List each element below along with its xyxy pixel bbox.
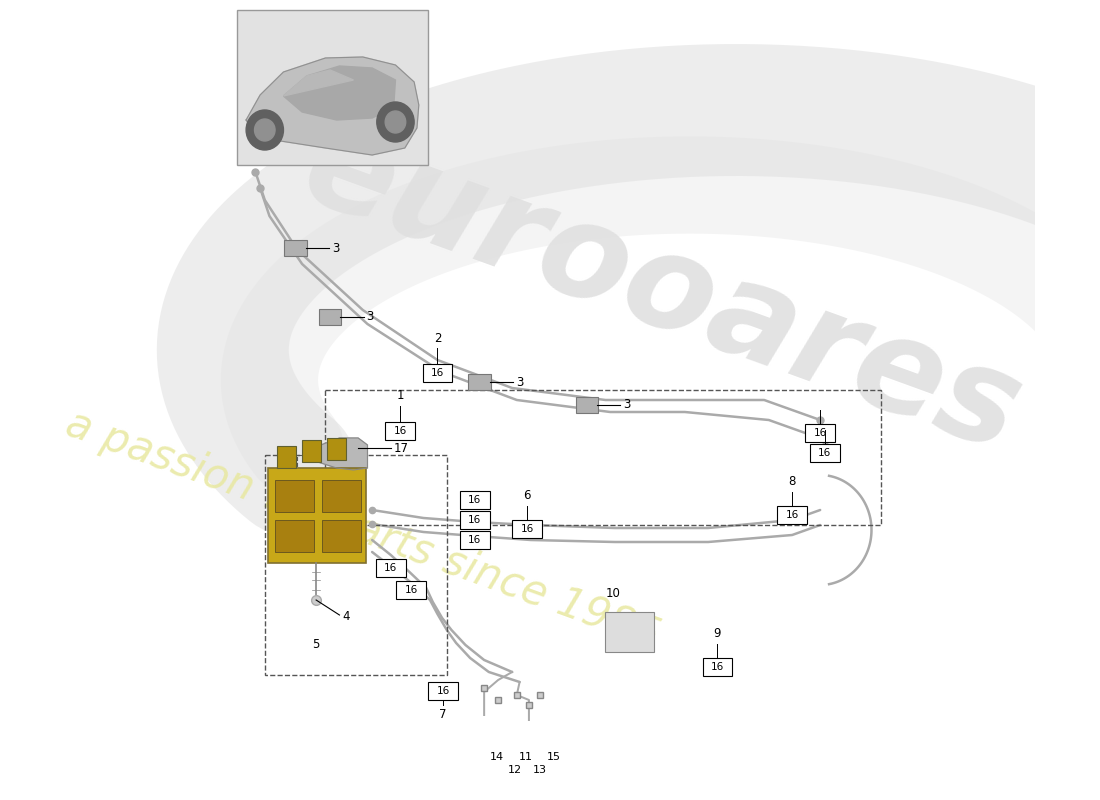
Bar xyxy=(605,612,654,652)
Bar xyxy=(275,480,315,512)
Text: 16: 16 xyxy=(394,426,407,436)
Text: 16: 16 xyxy=(818,448,832,458)
Bar xyxy=(326,390,881,525)
Bar xyxy=(778,506,807,524)
Bar xyxy=(703,658,733,676)
Text: 11: 11 xyxy=(519,752,534,762)
Bar xyxy=(460,511,490,529)
Text: 16: 16 xyxy=(785,510,799,520)
Bar xyxy=(302,440,321,462)
Bar xyxy=(236,10,428,165)
Text: 16: 16 xyxy=(437,686,450,696)
Text: 10: 10 xyxy=(605,587,620,600)
Text: 16: 16 xyxy=(814,428,827,438)
FancyBboxPatch shape xyxy=(319,309,341,325)
Bar xyxy=(810,444,839,462)
Bar xyxy=(460,531,490,549)
Bar xyxy=(277,446,296,468)
Text: 16: 16 xyxy=(711,662,724,672)
Bar xyxy=(328,438,346,460)
Circle shape xyxy=(254,119,275,141)
FancyBboxPatch shape xyxy=(575,397,598,413)
Text: a passion for parts since 1985: a passion for parts since 1985 xyxy=(60,402,665,658)
Text: 3: 3 xyxy=(332,242,340,254)
Text: 6: 6 xyxy=(524,489,531,502)
Bar xyxy=(513,520,542,538)
Text: 3: 3 xyxy=(624,398,630,411)
Circle shape xyxy=(385,111,406,133)
Text: 5: 5 xyxy=(312,638,320,651)
Bar xyxy=(275,520,315,552)
Text: 16: 16 xyxy=(405,585,418,595)
Polygon shape xyxy=(284,70,353,96)
Text: 2: 2 xyxy=(433,332,441,345)
Text: 13: 13 xyxy=(534,765,547,775)
FancyBboxPatch shape xyxy=(285,240,307,256)
Bar xyxy=(428,682,458,700)
Text: 4: 4 xyxy=(342,610,350,623)
Bar xyxy=(396,581,427,599)
Text: eurooares: eurooares xyxy=(286,102,1036,478)
Bar xyxy=(267,468,365,563)
Text: 8: 8 xyxy=(789,475,795,488)
Text: 16: 16 xyxy=(469,535,482,545)
Bar xyxy=(265,455,447,675)
Text: 1: 1 xyxy=(396,389,404,402)
Bar xyxy=(321,520,361,552)
Text: 12: 12 xyxy=(508,765,522,775)
Polygon shape xyxy=(246,57,419,155)
Text: 9: 9 xyxy=(714,627,722,640)
Bar xyxy=(805,424,835,442)
Bar xyxy=(422,364,452,382)
Text: 3: 3 xyxy=(516,375,524,389)
Text: 14: 14 xyxy=(491,752,504,762)
Text: 16: 16 xyxy=(431,368,444,378)
Text: 16: 16 xyxy=(520,524,534,534)
Text: 16: 16 xyxy=(384,563,397,573)
Bar xyxy=(376,559,406,577)
Text: 16: 16 xyxy=(469,495,482,505)
Text: 3: 3 xyxy=(366,310,374,323)
Circle shape xyxy=(246,110,284,150)
Bar xyxy=(460,491,490,509)
Bar xyxy=(385,422,415,440)
Text: 15: 15 xyxy=(547,752,561,762)
Text: 16: 16 xyxy=(469,515,482,525)
Polygon shape xyxy=(307,438,367,470)
FancyBboxPatch shape xyxy=(469,374,491,390)
Text: 17: 17 xyxy=(394,442,408,454)
Text: 7: 7 xyxy=(439,709,447,722)
Bar xyxy=(321,480,361,512)
Circle shape xyxy=(377,102,414,142)
Polygon shape xyxy=(284,66,396,120)
